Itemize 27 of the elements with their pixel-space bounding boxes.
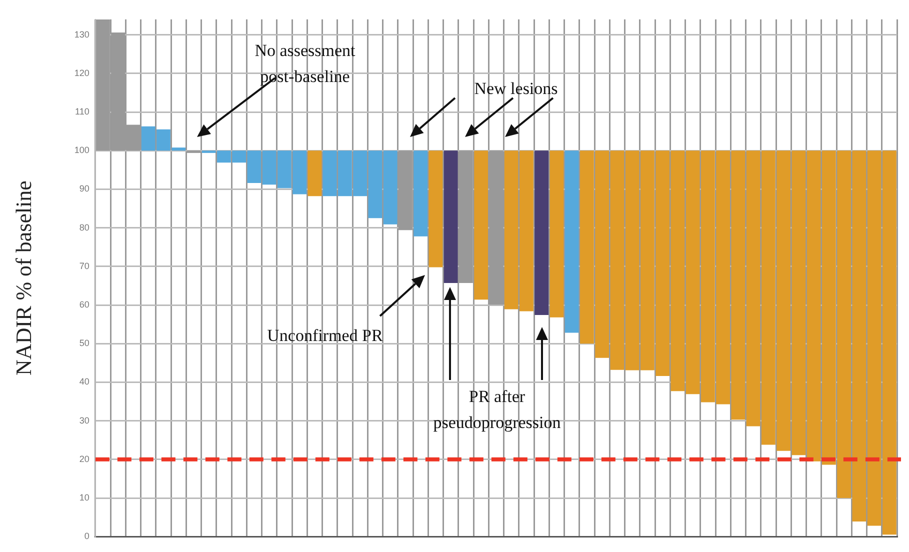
y-tick-label: 20 — [79, 454, 90, 464]
bar — [564, 150, 579, 333]
y-tick-label: 30 — [79, 415, 90, 426]
bar — [428, 150, 443, 268]
y-tick-label: 70 — [79, 260, 90, 271]
y-tick-label: 120 — [74, 68, 90, 78]
bar — [534, 150, 549, 316]
annotation: No assessment post-baseline — [254, 40, 356, 88]
y-tick-label: 0 — [84, 531, 90, 542]
annotation: PR after pseudoprogression — [432, 386, 562, 434]
annotation: Unconfirmed PR — [266, 325, 384, 347]
y-tick-label: 10 — [79, 492, 90, 502]
y-tick-label: 130 — [74, 29, 90, 40]
y-tick-label: 80 — [79, 222, 90, 232]
y-tick-label: 100 — [74, 145, 90, 156]
bar — [414, 150, 428, 236]
bar — [444, 150, 458, 284]
y-tick-label: 50 — [79, 338, 90, 348]
bar — [474, 150, 488, 300]
y-tick-label: 40 — [79, 376, 90, 387]
y-axis-title: NADIR % of baseline — [10, 180, 36, 376]
y-tick-label: 60 — [79, 300, 90, 310]
y-tick-label: 110 — [75, 106, 90, 117]
bar — [308, 150, 322, 196]
bar — [550, 150, 564, 318]
annotation: New lesions — [473, 78, 559, 100]
y-tick-label: 90 — [79, 184, 90, 194]
